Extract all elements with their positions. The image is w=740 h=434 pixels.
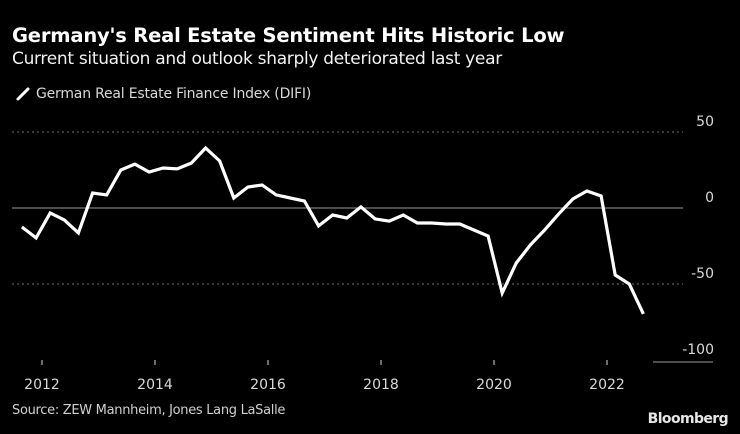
source-note: Source: ZEW Mannheim, Jones Lang LaSalle: [12, 403, 286, 418]
legend-line-icon: [16, 87, 30, 101]
x-axis: 2012 2014 2016 2018 2020 2022: [24, 360, 625, 393]
series-line-difi: [20, 145, 645, 315]
y-tick-label: -50: [691, 266, 714, 282]
y-tick-label: -100: [682, 342, 714, 358]
series-layer: [20, 145, 645, 315]
chart-subtitle: Current situation and outlook sharply de…: [12, 49, 502, 69]
legend-label: German Real Estate Finance Index (DIFI): [36, 86, 312, 102]
x-tick-label: 2014: [137, 377, 173, 393]
bloomberg-logo: Bloomberg: [647, 411, 729, 427]
y-tick-label: 50: [696, 114, 714, 130]
legend: German Real Estate Finance Index (DIFI): [16, 86, 311, 102]
x-tick-label: 2012: [24, 377, 60, 393]
x-tick-label: 2022: [589, 377, 625, 393]
x-tick-label: 2018: [363, 377, 399, 393]
chart-title: Germany's Real Estate Sentiment Hits His…: [12, 24, 565, 47]
y-tick-labels: 50 0 -50 -100: [682, 114, 714, 358]
y-tick-label: 0: [705, 190, 714, 206]
x-tick-label: 2020: [476, 377, 512, 393]
x-tick-label: 2016: [250, 377, 286, 393]
grid-layer: [12, 131, 713, 363]
